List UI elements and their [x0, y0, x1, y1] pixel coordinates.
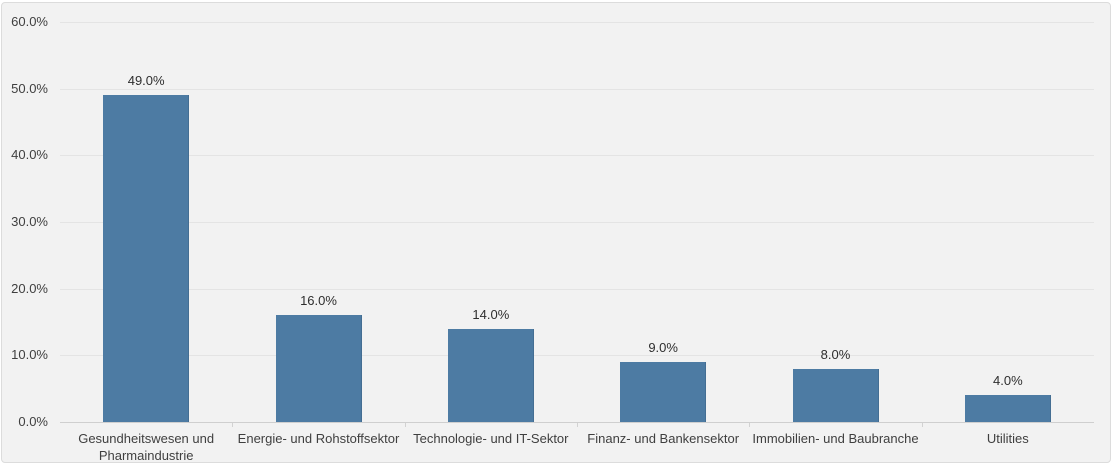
y-axis-tick-label: 10.0%: [11, 347, 48, 363]
bar-value-label: 16.0%: [300, 293, 337, 309]
x-axis-category-label: Finanz- und Bankensektor: [587, 431, 740, 446]
x-axis-category-tick: [577, 423, 578, 427]
y-axis-tick-label: 40.0%: [11, 147, 48, 163]
bar-value-label: 9.0%: [648, 340, 678, 355]
gridline: [60, 288, 1094, 290]
bar: [103, 95, 190, 422]
bar: [275, 315, 362, 422]
gridline: [60, 88, 1094, 90]
x-axis-category-tick: [404, 423, 406, 427]
gridline: [60, 222, 1094, 223]
bar: [964, 395, 1051, 422]
y-axis-tick-label: 50.0%: [11, 80, 48, 96]
x-axis-category-label: Technologie- und IT-Sektor: [413, 431, 569, 446]
x-axis-category-label: Energie- und Rohstoffsektor: [237, 431, 400, 446]
bar: [447, 328, 534, 422]
chart-panel: 0.0% 10.0% 20.0% 30.0% 40.0% 50.0% 60.0% 49.0% G…: [1, 2, 1111, 463]
bar-chart-plot-area: 0.0% 10.0% 20.0% 30.0% 40.0% 50.0% 60.0% 49.0% G…: [2, 3, 1110, 463]
y-axis-tick-label: 20.0%: [11, 280, 48, 296]
x-axis-category-label: Gesundheitswesen und Pharmaindustrie: [78, 431, 215, 463]
x-axis-category-label: Immobilien- und Baubranche: [752, 431, 919, 446]
y-axis-tick-label: 30.0%: [11, 214, 48, 229]
bar-value-label: 4.0%: [993, 373, 1023, 389]
x-axis-category-tick: [232, 423, 234, 427]
bar: [792, 368, 879, 422]
y-axis-tick-label: 0.0%: [18, 414, 48, 429]
bar: [620, 362, 707, 422]
gridline: [60, 22, 1094, 23]
gridline: [60, 355, 1094, 357]
bar-value-label: 8.0%: [820, 346, 851, 362]
bar-value-label: 14.0%: [472, 306, 510, 322]
bar-value-label: 49.0%: [127, 73, 165, 89]
x-axis-line: [60, 422, 1094, 423]
x-axis-category-label: Utilities: [986, 431, 1029, 446]
y-axis-tick-label: 60.0%: [11, 14, 48, 29]
gridline: [60, 155, 1094, 157]
x-axis-category-tick: [921, 423, 923, 427]
x-axis-category-tick: [749, 423, 751, 427]
